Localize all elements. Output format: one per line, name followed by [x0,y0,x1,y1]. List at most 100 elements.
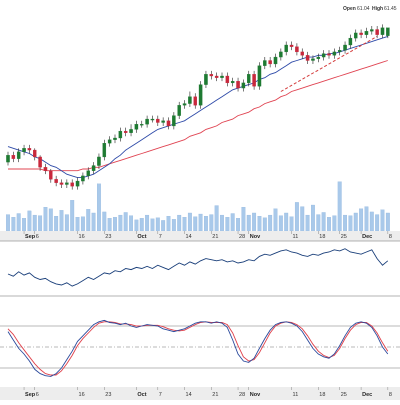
candle-body [118,130,123,139]
volume-bar [209,214,214,232]
volume-bar [236,218,240,232]
volume-bar [139,218,144,232]
volume-bar [43,206,48,232]
candle-body [70,182,74,187]
volume-bar [230,213,235,232]
candle-body [193,96,197,106]
candle-body [43,167,48,171]
volume-bar [385,212,390,232]
volume-bar [369,211,374,232]
candle-body [295,46,299,53]
volume-bar [102,211,107,232]
candle-body [102,143,107,158]
oscillator-k-line [7,319,389,377]
candle-body [161,120,165,123]
volume-bar [166,216,171,232]
day-tick-label: 16 [79,234,85,240]
candle-body [311,58,315,61]
high-label: High [372,6,383,12]
candle-body [236,81,240,89]
volume-bar [380,209,385,232]
volume-bar [193,216,198,232]
candle-body [145,118,149,125]
day-tick-label: 28 [239,234,245,240]
candle-body [107,139,112,144]
upper-date-axis: Sep Oct Nov Dec 6 16 23 7 14 21 28 11 18 25 8 [23,231,392,240]
volume-bar [182,217,187,232]
indicator-panel [7,248,389,287]
volume-bar [343,214,347,232]
candle-body [38,156,42,168]
candle-body [230,81,235,84]
volume-bar [310,204,315,232]
volume-bar [6,214,10,232]
volume-bar [123,212,128,232]
price-panel [6,24,390,190]
day-tick-label: 14 [186,392,192,398]
month-tick-label: Dec [362,392,372,398]
month-tick-label: Oct [137,392,146,398]
candle-body [375,29,379,35]
trend-line [280,35,378,92]
volume-bar [54,216,59,232]
candle-body [263,60,267,66]
volume-bar [177,214,182,232]
volume-bar [289,216,294,232]
volume-bar [91,212,96,232]
volume-bar [214,205,219,232]
upper-date-axis-band [0,231,400,241]
candle-body [134,124,139,130]
candle-body [380,27,385,35]
candle-body [182,103,187,106]
volume-bar [252,212,257,232]
volume-bar [134,219,139,232]
candle-body [225,75,230,84]
candle-body [65,182,69,185]
lower-date-axis-band [0,387,400,400]
day-tick-label: 21 [212,234,218,240]
candle-body [327,53,331,56]
candle-body [22,148,26,152]
oscillator-panel [0,319,400,377]
volume-bar [327,217,331,232]
candle-body [166,120,171,127]
volume-bar [64,214,69,232]
volume-bar [268,214,273,232]
day-tick-label: 7 [159,392,162,398]
candle-body [86,170,91,177]
volume-bar [294,202,299,232]
day-tick-label: 25 [341,392,347,398]
candle-body [27,148,32,151]
candle-body [33,149,37,158]
price-header: Open 61.04 High 61.45 [343,6,397,12]
candle-body [300,51,304,56]
volume-bar [203,216,208,232]
volume-bar [70,200,75,232]
candle-body [113,137,117,140]
candle-body [273,56,278,65]
volume-bar [155,217,160,232]
day-tick-label: 18 [319,234,325,240]
month-tick-label: Sep [25,392,36,398]
candle-body [279,51,283,58]
candle-body [321,53,326,58]
open-value: 61.04 [357,6,370,12]
volume-bar [284,212,289,232]
candle-body [364,31,369,35]
volume-bar [118,214,123,232]
high-value: 61.45 [384,6,397,12]
volume-bar [353,212,358,232]
candle-body [289,44,294,47]
candle-body [204,74,208,85]
candle-body [353,32,358,39]
volume-bar [22,218,26,232]
candle-body [49,170,53,180]
day-tick-label: 11 [293,234,299,240]
candle-body [6,155,10,163]
candle-body [343,44,347,51]
candle-body [156,118,160,123]
day-tick-label: 6 [36,234,39,240]
candle-body [81,175,85,182]
candle-body [123,130,128,133]
candle-body [198,84,203,106]
